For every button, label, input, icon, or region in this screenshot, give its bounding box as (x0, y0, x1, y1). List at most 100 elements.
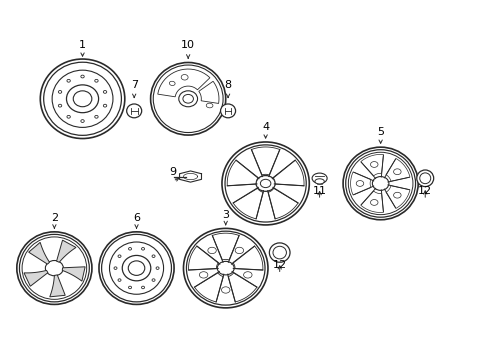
Polygon shape (350, 172, 370, 195)
Ellipse shape (221, 287, 229, 293)
Ellipse shape (393, 192, 400, 198)
Polygon shape (158, 69, 209, 97)
Ellipse shape (99, 232, 174, 305)
Ellipse shape (311, 173, 326, 184)
Polygon shape (360, 191, 383, 212)
Polygon shape (199, 81, 219, 103)
Ellipse shape (73, 91, 92, 107)
Ellipse shape (345, 150, 415, 217)
Ellipse shape (114, 267, 117, 269)
Ellipse shape (207, 247, 216, 254)
Ellipse shape (128, 248, 131, 250)
Ellipse shape (66, 85, 99, 113)
Text: 7: 7 (130, 80, 138, 90)
Ellipse shape (222, 142, 308, 225)
Ellipse shape (169, 81, 175, 86)
Polygon shape (188, 246, 218, 270)
Text: 12: 12 (417, 185, 431, 195)
Polygon shape (50, 275, 65, 297)
Ellipse shape (67, 116, 70, 118)
Ellipse shape (186, 231, 264, 305)
Ellipse shape (419, 173, 430, 184)
Ellipse shape (183, 94, 193, 103)
Ellipse shape (260, 179, 270, 188)
Polygon shape (227, 273, 256, 302)
Ellipse shape (269, 243, 289, 262)
Ellipse shape (43, 62, 121, 135)
Polygon shape (57, 240, 76, 262)
Ellipse shape (393, 169, 400, 175)
Text: 3: 3 (222, 210, 229, 220)
Ellipse shape (256, 176, 275, 191)
Text: 6: 6 (133, 213, 140, 223)
Ellipse shape (126, 104, 142, 118)
Polygon shape (24, 270, 48, 286)
Text: 4: 4 (262, 122, 268, 132)
Ellipse shape (224, 145, 305, 222)
Polygon shape (212, 233, 239, 260)
Ellipse shape (103, 104, 106, 107)
Ellipse shape (95, 116, 98, 118)
Polygon shape (272, 160, 304, 186)
Ellipse shape (20, 234, 89, 302)
Ellipse shape (152, 255, 155, 257)
Ellipse shape (128, 286, 131, 289)
Polygon shape (267, 188, 298, 219)
Ellipse shape (17, 232, 92, 305)
Ellipse shape (370, 162, 377, 167)
Ellipse shape (95, 80, 98, 82)
Ellipse shape (199, 272, 207, 278)
Ellipse shape (45, 261, 63, 276)
Ellipse shape (243, 272, 251, 278)
Ellipse shape (183, 228, 267, 308)
Ellipse shape (152, 279, 155, 282)
Ellipse shape (206, 103, 212, 108)
Polygon shape (62, 267, 85, 281)
Ellipse shape (122, 256, 150, 281)
Text: 11: 11 (312, 185, 326, 195)
Ellipse shape (150, 63, 225, 135)
Ellipse shape (52, 70, 113, 127)
Ellipse shape (141, 248, 144, 250)
Ellipse shape (347, 152, 412, 215)
Ellipse shape (370, 199, 377, 205)
Text: 2: 2 (51, 213, 58, 223)
Ellipse shape (235, 247, 243, 254)
Ellipse shape (181, 75, 188, 80)
Ellipse shape (220, 104, 235, 118)
Ellipse shape (272, 246, 286, 259)
Ellipse shape (141, 286, 144, 289)
Ellipse shape (372, 176, 388, 190)
Ellipse shape (109, 242, 163, 294)
Polygon shape (232, 246, 263, 270)
Ellipse shape (67, 80, 70, 82)
Ellipse shape (179, 91, 197, 107)
Polygon shape (29, 242, 49, 264)
Text: 12: 12 (272, 260, 286, 270)
Ellipse shape (153, 65, 223, 132)
Ellipse shape (58, 104, 61, 107)
Polygon shape (385, 186, 409, 208)
Polygon shape (233, 188, 263, 219)
Polygon shape (360, 154, 383, 176)
Text: 8: 8 (224, 80, 231, 90)
Ellipse shape (81, 120, 84, 122)
Ellipse shape (416, 170, 433, 186)
Ellipse shape (314, 179, 324, 184)
Polygon shape (385, 158, 409, 181)
Ellipse shape (40, 59, 124, 139)
Text: 5: 5 (376, 127, 384, 138)
Polygon shape (194, 273, 223, 302)
Ellipse shape (355, 181, 363, 186)
Text: 1: 1 (79, 40, 86, 50)
Ellipse shape (156, 267, 159, 269)
Ellipse shape (343, 147, 417, 220)
Ellipse shape (81, 75, 84, 78)
Text: 10: 10 (181, 40, 195, 50)
Ellipse shape (128, 261, 144, 275)
Text: 9: 9 (169, 167, 176, 176)
Polygon shape (251, 147, 279, 175)
Ellipse shape (118, 279, 121, 282)
Polygon shape (227, 160, 258, 186)
Ellipse shape (118, 255, 121, 257)
